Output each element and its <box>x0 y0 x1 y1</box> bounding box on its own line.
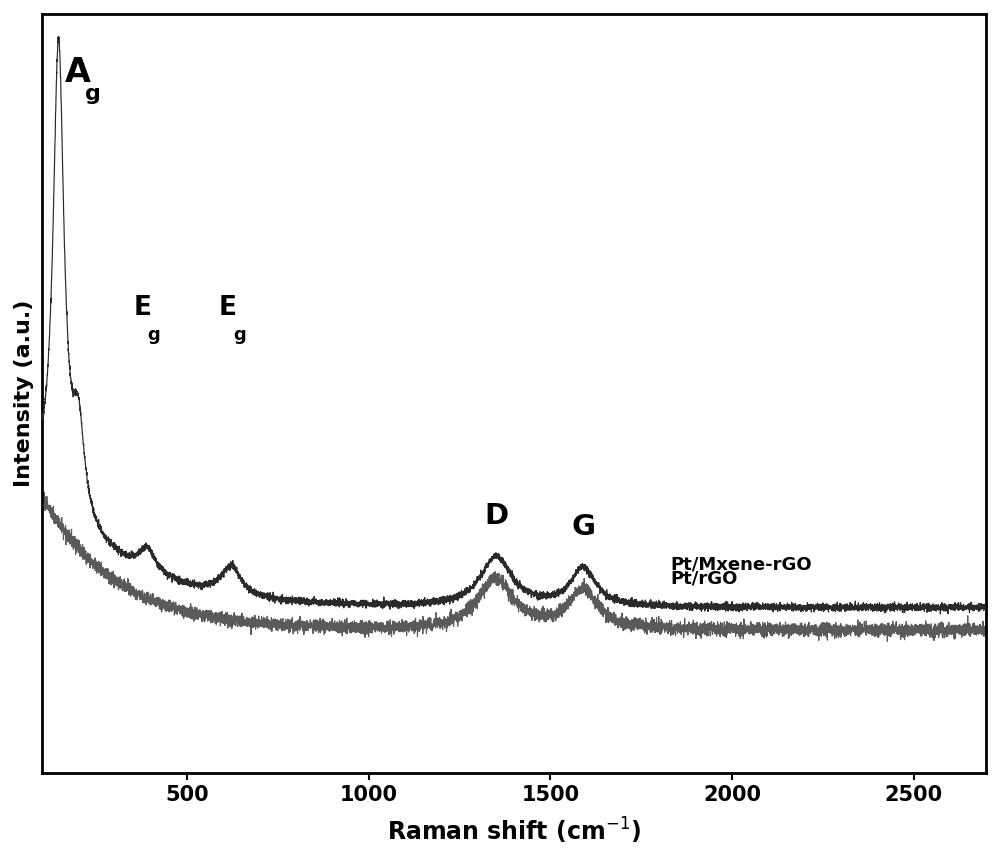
Text: $\mathbf{g}$: $\mathbf{g}$ <box>233 328 246 346</box>
Text: $\mathbf{g}$: $\mathbf{g}$ <box>147 328 161 346</box>
X-axis label: Raman shift (cm$^{-1}$): Raman shift (cm$^{-1}$) <box>387 816 641 846</box>
Text: $\mathbf{g}$: $\mathbf{g}$ <box>84 86 100 106</box>
Y-axis label: Intensity (a.u.): Intensity (a.u.) <box>14 300 34 487</box>
Text: $\mathbf{G}$: $\mathbf{G}$ <box>571 513 595 541</box>
Text: $\mathbf{E}$: $\mathbf{E}$ <box>133 295 151 322</box>
Text: $\mathbf{E}$: $\mathbf{E}$ <box>218 295 236 322</box>
Text: $\mathbf{D}$: $\mathbf{D}$ <box>484 502 508 530</box>
Text: Pt/Mxene-rGO: Pt/Mxene-rGO <box>670 556 812 574</box>
Text: Pt/rGO: Pt/rGO <box>670 569 738 587</box>
Text: $\mathbf{A}$: $\mathbf{A}$ <box>64 56 92 89</box>
